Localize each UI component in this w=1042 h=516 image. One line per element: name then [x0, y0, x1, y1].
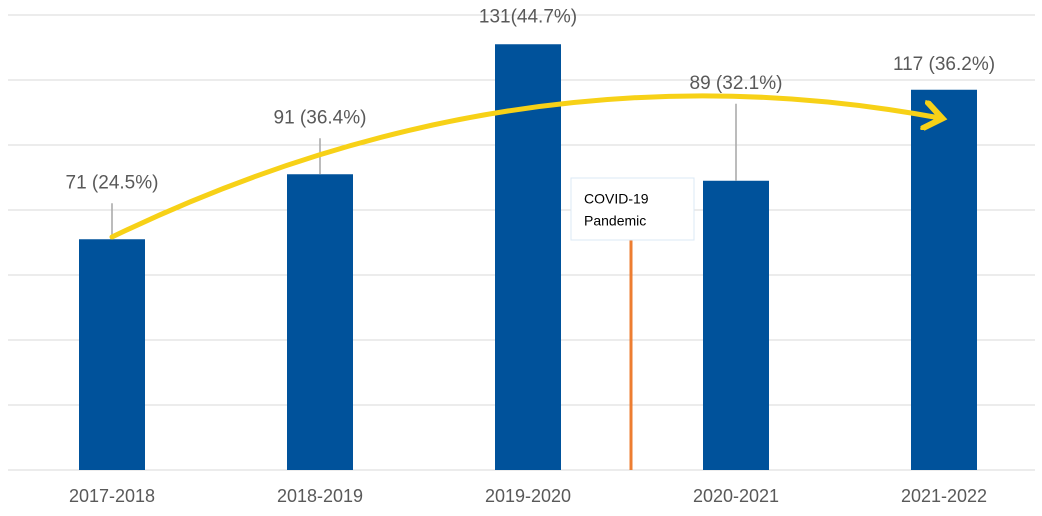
- bar: [495, 44, 561, 470]
- annotation-box: [570, 177, 695, 241]
- x-tick-label: 2021-2022: [901, 486, 987, 506]
- x-tick-label: 2017-2018: [69, 486, 155, 506]
- bar: [911, 89, 977, 470]
- bar: [79, 239, 145, 470]
- trend-arrow: [109, 93, 940, 240]
- value-label: 91 (36.4%): [274, 107, 367, 128]
- value-label: 117 (36.2%): [893, 54, 995, 75]
- bar: [287, 174, 353, 470]
- value-label: 71 (24.5%): [66, 172, 159, 193]
- bar: [703, 180, 769, 470]
- x-tick-label: 2020-2021: [693, 486, 779, 506]
- x-tick-label: 2019-2020: [485, 486, 571, 506]
- annotation-text: Pandemic: [584, 213, 646, 229]
- value-label: 131(44.7%): [479, 6, 577, 27]
- value-label: 89 (32.1%): [690, 73, 783, 94]
- x-tick-label: 2018-2019: [277, 486, 363, 506]
- annotation-text: COVID-19: [584, 191, 649, 207]
